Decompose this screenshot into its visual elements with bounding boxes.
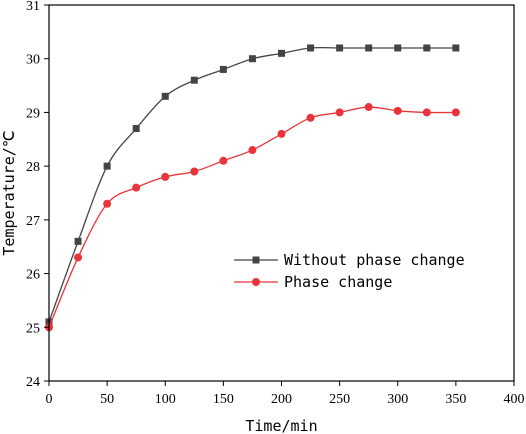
x-tick-label: 0 [46, 392, 53, 407]
data-point [364, 103, 373, 112]
data-point [335, 108, 344, 117]
legend-label: Phase change [284, 273, 392, 291]
data-point [248, 146, 257, 155]
y-tick-label: 28 [26, 160, 40, 175]
data-point [161, 172, 170, 181]
x-tick-label: 100 [155, 392, 176, 407]
y-tick-label: 25 [26, 321, 40, 336]
data-point [132, 183, 141, 192]
x-tick-label: 200 [271, 392, 292, 407]
y-tick-label: 26 [26, 268, 40, 283]
data-point [365, 44, 373, 52]
y-tick-label: 30 [26, 53, 40, 68]
x-tick-label: 300 [387, 392, 408, 407]
data-point [422, 108, 431, 117]
data-point [278, 49, 285, 57]
data-point [132, 125, 140, 133]
data-point [103, 199, 112, 208]
data-point [190, 76, 198, 84]
data-point [394, 44, 402, 52]
x-tick-label: 150 [213, 392, 234, 407]
data-point [190, 167, 199, 176]
legend-marker [252, 278, 260, 286]
legend-label: Without phase change [284, 251, 465, 269]
data-point [74, 253, 83, 262]
series-layer [45, 44, 460, 332]
data-point [423, 44, 431, 52]
y-tick-label: 27 [26, 214, 40, 229]
x-axis-title: Time/min [245, 417, 317, 434]
data-point [219, 65, 227, 73]
legend-marker [252, 256, 260, 264]
data-point [306, 113, 315, 122]
data-point [277, 129, 286, 138]
x-tick-label: 350 [445, 392, 466, 407]
data-point [161, 92, 169, 100]
data-point [393, 106, 402, 115]
data-point [74, 237, 82, 245]
y-tick-label: 31 [26, 0, 40, 14]
data-point [452, 44, 460, 52]
legend: Without phase change Phase change [234, 251, 465, 291]
series-2 [45, 103, 460, 332]
data-point [103, 162, 111, 170]
data-point [451, 108, 460, 117]
data-point [336, 44, 344, 52]
y-tick-label: 24 [26, 375, 40, 390]
y-axis-title: Temperature/℃ [0, 130, 18, 255]
x-tick-label: 400 [504, 392, 525, 407]
data-point [248, 55, 256, 63]
y-tick-label: 29 [26, 106, 40, 121]
tick-layer: 0 50 100 150 200 250 300 350 400 24 25 26 27 28 29 30 31 [26, 0, 525, 407]
data-point [307, 44, 315, 52]
x-tick-label: 50 [100, 392, 114, 407]
plot-frame [48, 4, 515, 382]
data-point [219, 156, 228, 165]
series-line [48, 106, 456, 328]
x-tick-label: 250 [329, 392, 350, 407]
